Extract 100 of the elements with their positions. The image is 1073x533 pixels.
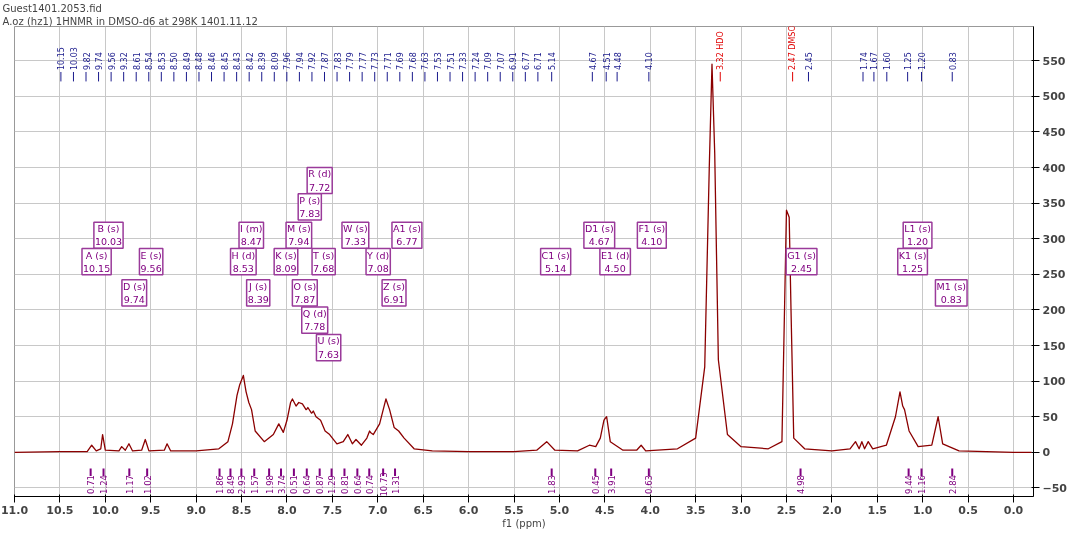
annotation: 1.86	[215, 474, 226, 494]
x-tick-label: 10.5	[46, 503, 74, 517]
annotation: 9.44	[904, 474, 915, 494]
annotation: G1 (s) 2.45	[787, 249, 816, 274]
x-tick-label: 1.0	[912, 503, 933, 517]
annotation: 7.73	[371, 52, 381, 71]
annotation: 7.96	[283, 52, 293, 71]
annotation: 1.31	[390, 474, 401, 494]
annotation: K (s) 8.09	[275, 249, 297, 274]
annotation: 1.02	[142, 474, 153, 494]
annotation: M1 (s) 0.83	[936, 280, 967, 305]
annotation: I (m) 8.47	[240, 223, 263, 248]
annotation: 10.03	[69, 47, 79, 71]
annotation: 6.91	[509, 52, 519, 71]
annotation: 8.50	[170, 52, 180, 71]
annotation: 8.49	[182, 52, 192, 71]
annotation: 7.83	[333, 52, 343, 71]
annotation: 0.81	[339, 474, 350, 494]
annotation: 7.92	[308, 52, 318, 71]
annotation: 7.63	[421, 52, 431, 71]
annotation: 0.71	[86, 474, 97, 494]
x-tick-label: 6.0	[458, 503, 479, 517]
x-tick-label: 9.5	[140, 503, 161, 517]
x-tick-label: 8.0	[277, 503, 298, 517]
annotation: 0.64	[352, 474, 363, 494]
annotation: T (s) 7.68	[312, 249, 335, 274]
x-tick-label: 5.5	[504, 503, 524, 517]
annotation: 7.79	[346, 52, 356, 71]
annotation: 2.45	[804, 52, 814, 71]
annotation: 7.33	[459, 52, 469, 71]
x-tick-label: 0.5	[958, 503, 978, 517]
x-tick-label: 5.0	[549, 503, 570, 517]
annotation: 1.24	[99, 474, 110, 494]
annotation: 7.53	[433, 52, 443, 71]
annotation: Z (s) 6.91	[383, 280, 405, 305]
x-tick-label: 7.5	[322, 503, 343, 517]
annotation: 1.25	[904, 52, 914, 71]
annotation: 7.68	[408, 52, 418, 71]
annotation: 8.54	[145, 52, 155, 71]
x-tick-label: 0.0	[1003, 503, 1024, 517]
x-tick-label: 2.0	[822, 503, 842, 517]
annotation: 8.45	[220, 52, 230, 71]
annotation: 1.20	[918, 52, 928, 71]
annotation: 3.74	[276, 474, 287, 494]
annotation: 7.09	[484, 52, 494, 71]
annotation: 1.29	[327, 474, 338, 494]
annotation: 7.71	[383, 52, 393, 71]
annotation: 4.48	[613, 52, 623, 71]
annotation: 7.24	[471, 52, 481, 71]
annotation: R (d) 7.72	[308, 168, 332, 193]
annotation: 2.47 DMSO	[788, 25, 798, 71]
y-tick-label: 300	[1042, 232, 1066, 246]
annotation: 7.69	[396, 52, 406, 71]
annotation: 8.42	[245, 52, 255, 71]
annotation: B (s) 10.03	[94, 223, 123, 248]
annotation: 8.39	[258, 52, 268, 71]
x-tick-label: 3.0	[731, 503, 752, 517]
annotation: 4.98	[796, 474, 807, 494]
annotation: 8.53	[157, 52, 167, 71]
annotation: 1.83	[547, 474, 558, 494]
y-tick-label: −50	[1042, 481, 1068, 495]
annotation: J (s) 8.39	[247, 280, 269, 305]
y-tick-label: 150	[1042, 339, 1066, 353]
annotation: 8.49	[225, 474, 236, 494]
annotation: 0.63	[644, 474, 655, 494]
annotation: 10.15	[57, 47, 67, 71]
annotation: P (s) 7.83	[299, 194, 321, 220]
annotation: C1 (s) 5.14	[541, 249, 570, 274]
x-tick-label: 3.5	[685, 503, 706, 517]
annotation: 8.09	[270, 52, 280, 71]
y-tick-label: 50	[1042, 410, 1059, 424]
y-tick-label: 550	[1042, 54, 1066, 68]
annotation: 1.17	[124, 474, 135, 494]
annotation: 0.74	[364, 474, 375, 494]
annotation: 3.32 HDO	[715, 31, 725, 71]
x-tick-label: 4.0	[640, 503, 661, 517]
annotation: 8.48	[195, 52, 205, 71]
annotation: F1 (s) 4.10	[638, 223, 666, 248]
x-tick-label: 7.0	[368, 503, 388, 517]
chart-subtitle: A.oz (hz1) 1HNMR in DMSO-d6 at 298K 1401.11.12	[2, 15, 258, 27]
annotation: A1 (s) 6.77	[392, 223, 421, 248]
annotation: 3.91	[606, 474, 617, 494]
annotation: 1.98	[264, 474, 275, 494]
x-tick-label: 1.5	[867, 503, 888, 517]
annotation: 2.93	[236, 474, 247, 494]
annotation: 0.45	[590, 474, 601, 494]
annotation: M (s) 7.94	[287, 223, 311, 248]
annotation: K1 (s) 1.25	[898, 249, 927, 274]
y-tick-label: 250	[1042, 268, 1066, 282]
annotation: 7.94	[295, 52, 305, 71]
annotation: 8.46	[208, 52, 218, 71]
annotation: 4.67	[588, 52, 598, 71]
annotation: O (s) 7.87	[293, 280, 317, 305]
annotation: 0.64	[302, 474, 313, 494]
annotation: A (s) 10.15	[83, 249, 111, 274]
annotation: 4.10	[645, 52, 655, 71]
annotation: 2.84	[947, 474, 958, 494]
annotation: 0.83	[948, 52, 958, 71]
chart-title: Guest1401.2053.fid	[2, 2, 102, 14]
x-tick-label: 8.5	[231, 503, 252, 517]
